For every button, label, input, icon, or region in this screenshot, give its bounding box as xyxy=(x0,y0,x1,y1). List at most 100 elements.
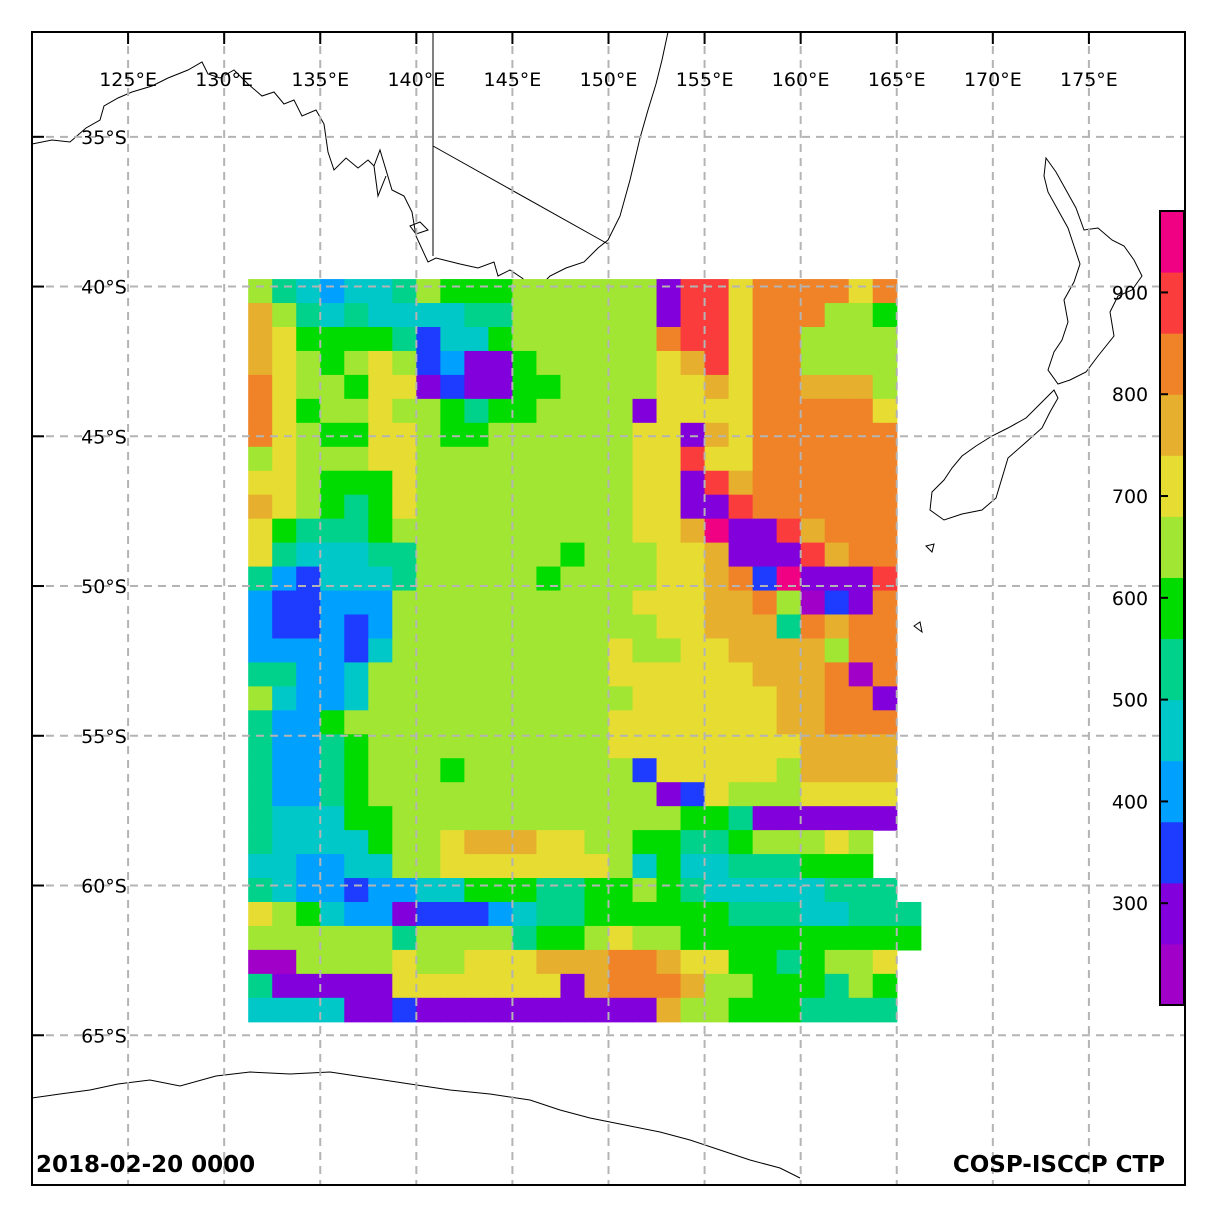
grid-cell xyxy=(272,470,297,496)
grid-cell xyxy=(560,854,586,879)
grid-cell xyxy=(872,997,898,1023)
grid-cell xyxy=(344,303,369,328)
grid-cell xyxy=(848,446,874,472)
grid-cell xyxy=(560,542,586,568)
colorbar-tick-label: 500 xyxy=(1112,690,1148,712)
grid-cell xyxy=(728,446,754,472)
grid-cell xyxy=(392,542,417,568)
grid-cell xyxy=(392,446,417,472)
grid-cell xyxy=(368,806,393,831)
grid-cell xyxy=(800,542,826,568)
grid-cell xyxy=(680,303,706,328)
colorbar-tick-label: 700 xyxy=(1112,486,1148,508)
grid-cell xyxy=(824,566,850,592)
grid-cell xyxy=(272,590,297,616)
grid-cell xyxy=(824,710,850,735)
grid-cell xyxy=(320,518,345,544)
grid-cell xyxy=(272,446,297,472)
lon-label: 170°E xyxy=(964,69,1022,91)
grid-cell xyxy=(608,518,634,544)
grid-cell xyxy=(488,566,514,592)
grid-cell xyxy=(344,878,369,903)
new-zealand-north-island xyxy=(1043,156,1143,385)
grid-cell xyxy=(872,518,898,544)
grid-cell xyxy=(464,686,489,711)
grid-cell xyxy=(824,734,850,759)
grid-cell xyxy=(632,614,658,640)
lat-label: 60°S xyxy=(81,876,127,898)
grid-cell xyxy=(392,734,417,759)
grid-cell xyxy=(416,303,441,328)
colorbar-tick-label: 600 xyxy=(1112,588,1148,610)
grid-cell xyxy=(440,446,465,472)
grid-cell xyxy=(704,494,730,520)
grid-cell xyxy=(704,782,730,807)
grid-cell xyxy=(680,686,706,711)
grid-cell xyxy=(680,710,706,735)
grid-cell xyxy=(560,350,586,376)
grid-cell xyxy=(344,686,369,711)
grid-cell xyxy=(680,901,706,927)
grid-cell xyxy=(272,494,297,520)
grid-cell xyxy=(272,614,297,640)
timestamp-label: 2018-02-20 0000 xyxy=(36,1152,255,1178)
grid-cell xyxy=(752,303,778,328)
grid-cell xyxy=(776,303,802,328)
grid-cell xyxy=(848,590,874,616)
grid-cell xyxy=(464,949,489,975)
grid-cell xyxy=(560,326,586,352)
grid-cell xyxy=(344,470,369,496)
grid-cell xyxy=(752,901,778,927)
grid-cell xyxy=(656,638,682,664)
grid-cell xyxy=(656,518,682,544)
grid-cell xyxy=(272,758,297,783)
grid-cell xyxy=(872,542,898,568)
grid-cell xyxy=(344,279,369,304)
grid-cell xyxy=(488,470,514,496)
longitude-labels: 125°E 130°E 135°E 140°E 145°E 150°E 155°E 160°E… xyxy=(99,69,1118,91)
grid-cell xyxy=(368,758,393,783)
grid-cell xyxy=(512,518,538,544)
grid-cell xyxy=(392,326,417,352)
grid-cell xyxy=(752,518,778,544)
grid-cell xyxy=(344,566,369,592)
grid-cell xyxy=(536,303,562,328)
grid-cell xyxy=(344,542,369,568)
grid-cell xyxy=(560,973,586,999)
grid-cell xyxy=(752,734,778,759)
grid-cell xyxy=(680,830,706,855)
grid-cell xyxy=(632,997,658,1023)
grid-cell xyxy=(320,590,345,616)
grid-cell xyxy=(824,686,850,711)
grid-cell xyxy=(560,374,586,400)
grid-cell xyxy=(440,758,465,783)
grid-cell xyxy=(320,662,345,687)
grid-cell xyxy=(440,662,465,687)
grid-cell xyxy=(512,614,538,640)
grid-cell xyxy=(296,925,321,951)
grid-cell xyxy=(344,638,369,664)
grid-cell xyxy=(296,303,321,328)
grid-cell xyxy=(440,638,465,664)
grid-cell xyxy=(464,470,489,496)
grid-cell xyxy=(656,542,682,568)
grid-cell xyxy=(488,782,514,807)
grid-cell xyxy=(488,303,514,328)
grid-cell xyxy=(272,279,297,304)
grid-cell xyxy=(584,973,610,999)
grid-cell xyxy=(248,446,273,472)
grid-cell xyxy=(680,806,706,831)
grid-cell xyxy=(392,422,417,448)
grid-cell xyxy=(872,686,898,711)
grid-cell xyxy=(728,782,754,807)
grid-cell xyxy=(848,782,874,807)
grid-cell xyxy=(464,542,489,568)
grid-cell xyxy=(704,566,730,592)
grid-cell xyxy=(584,566,610,592)
grid-cell xyxy=(776,566,802,592)
grid-cell xyxy=(368,662,393,687)
grid-cell xyxy=(536,925,562,951)
grid-cell xyxy=(656,470,682,496)
grid-cell xyxy=(632,710,658,735)
grid-cell xyxy=(368,734,393,759)
